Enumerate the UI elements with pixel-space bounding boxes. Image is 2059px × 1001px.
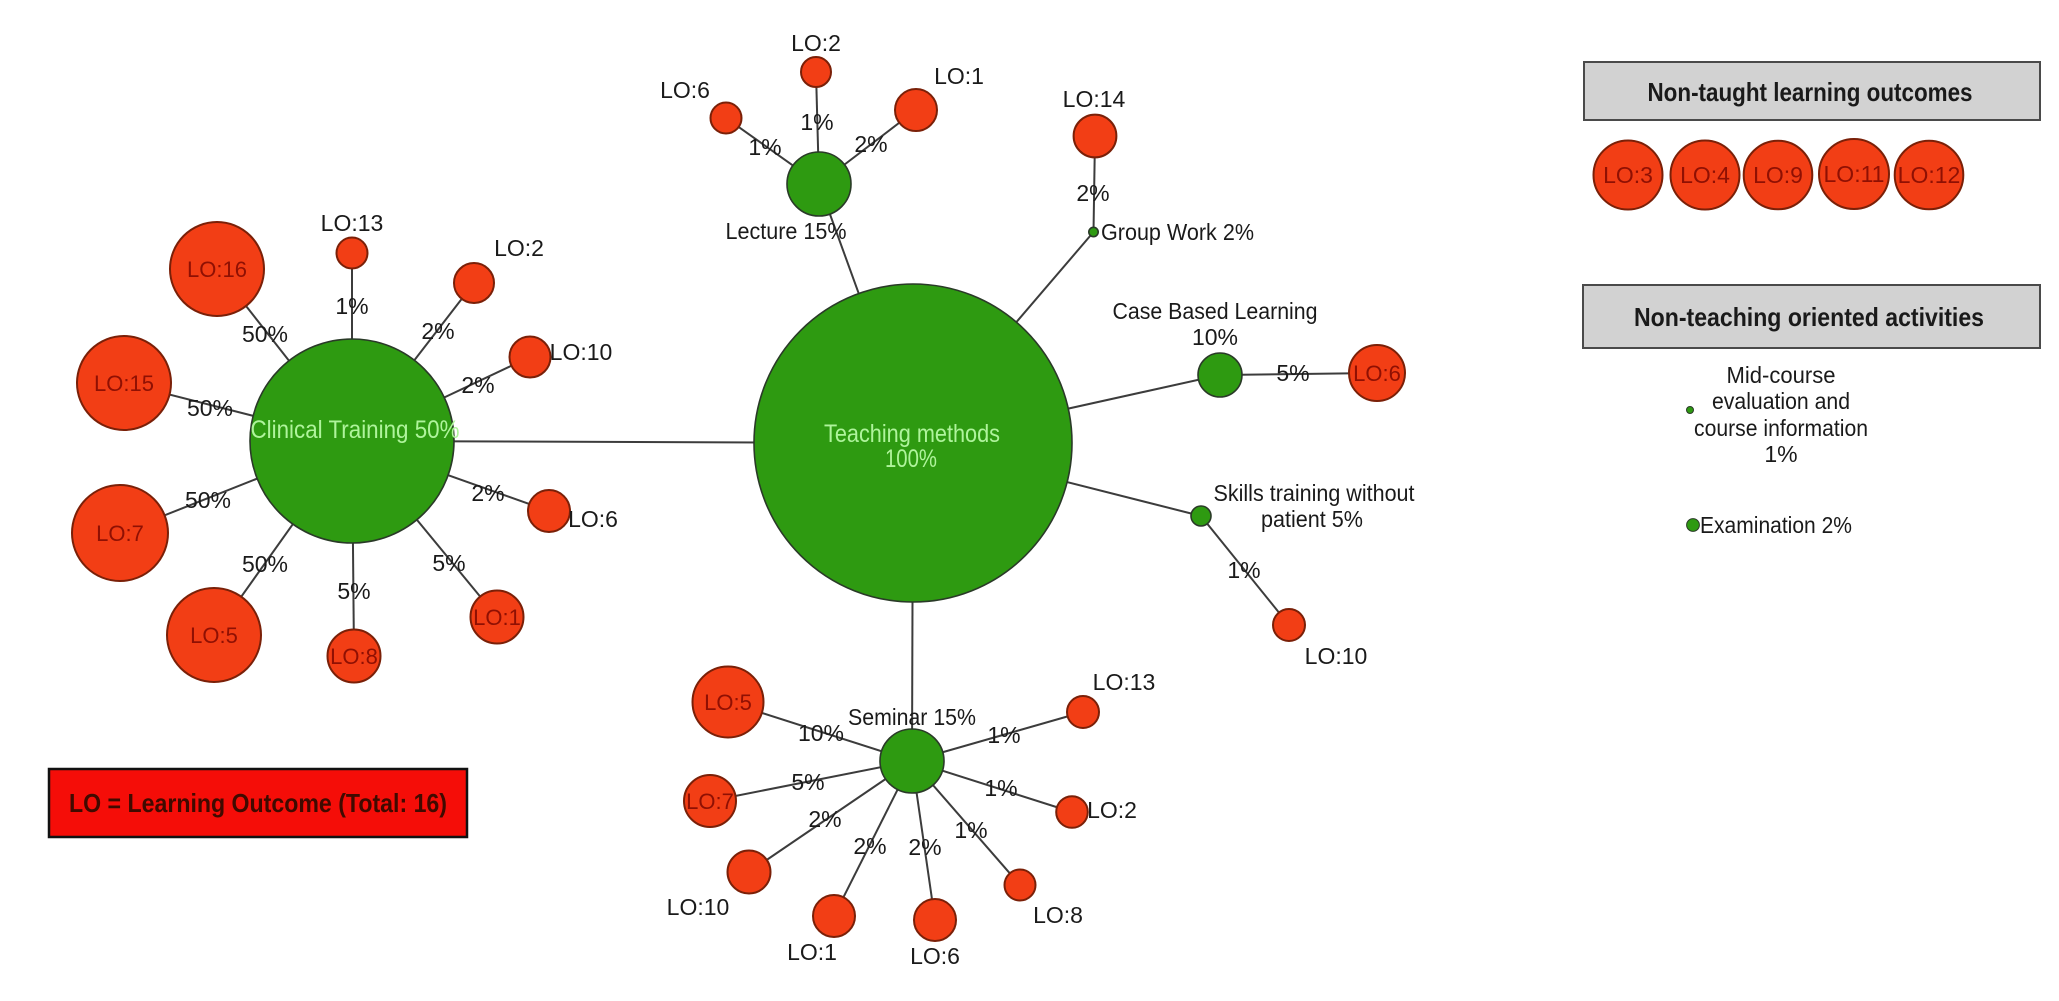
- svg-text:2%: 2%: [908, 834, 941, 860]
- svg-text:LO:6: LO:6: [660, 77, 710, 103]
- svg-text:2%: 2%: [471, 480, 504, 506]
- svg-text:LO:5: LO:5: [704, 690, 752, 715]
- svg-text:LO:2: LO:2: [494, 235, 544, 261]
- svg-text:2%: 2%: [853, 833, 886, 859]
- svg-text:100%: 100%: [885, 445, 937, 473]
- svg-text:evaluation and: evaluation and: [1712, 388, 1850, 414]
- svg-text:Non-taught learning outcomes: Non-taught learning outcomes: [1648, 77, 1973, 107]
- svg-text:50%: 50%: [242, 551, 288, 577]
- svg-text:Clinical Training 50%: Clinical Training 50%: [251, 416, 460, 444]
- svg-text:LO:6: LO:6: [568, 506, 618, 532]
- svg-text:5%: 5%: [791, 769, 824, 795]
- svg-text:LO:14: LO:14: [1063, 86, 1126, 112]
- svg-text:50%: 50%: [242, 321, 288, 347]
- svg-text:LO:1: LO:1: [934, 63, 984, 89]
- svg-text:LO:16: LO:16: [187, 257, 247, 282]
- svg-text:5%: 5%: [1276, 360, 1309, 386]
- svg-text:LO:3: LO:3: [1603, 162, 1653, 188]
- svg-text:LO:8: LO:8: [330, 644, 378, 669]
- svg-text:1%: 1%: [1227, 557, 1260, 583]
- svg-text:Non-teaching oriented activiti: Non-teaching oriented activities: [1634, 302, 1984, 332]
- svg-text:1%: 1%: [954, 817, 987, 843]
- svg-text:LO:7: LO:7: [96, 521, 144, 546]
- svg-text:Teaching methods: Teaching methods: [824, 420, 1000, 448]
- svg-text:LO:10: LO:10: [550, 339, 613, 365]
- svg-text:LO:12: LO:12: [1898, 162, 1961, 188]
- svg-text:Group Work 2%: Group Work 2%: [1101, 219, 1254, 245]
- svg-text:LO:10: LO:10: [667, 894, 730, 920]
- svg-text:1%: 1%: [335, 293, 368, 319]
- svg-text:5%: 5%: [337, 578, 370, 604]
- svg-text:50%: 50%: [185, 487, 231, 513]
- svg-text:1%: 1%: [987, 722, 1020, 748]
- svg-text:LO:7: LO:7: [686, 789, 734, 814]
- svg-text:LO:10: LO:10: [1305, 643, 1368, 669]
- svg-text:LO:11: LO:11: [1824, 161, 1885, 187]
- svg-text:LO:6: LO:6: [1353, 361, 1401, 386]
- svg-text:2%: 2%: [854, 131, 887, 157]
- svg-text:LO:5: LO:5: [190, 623, 238, 648]
- svg-text:1%: 1%: [800, 109, 833, 135]
- svg-text:Case Based Learning: Case Based Learning: [1113, 298, 1318, 324]
- svg-text:LO:8: LO:8: [1033, 902, 1083, 928]
- svg-text:course information: course information: [1694, 415, 1868, 441]
- svg-text:LO:1: LO:1: [473, 605, 521, 630]
- svg-text:50%: 50%: [187, 395, 233, 421]
- svg-text:Examination 2%: Examination 2%: [1700, 512, 1852, 538]
- svg-text:LO:13: LO:13: [1093, 669, 1156, 695]
- svg-text:1%: 1%: [984, 775, 1017, 801]
- svg-text:1%: 1%: [1764, 441, 1797, 467]
- svg-text:LO:4: LO:4: [1680, 162, 1730, 188]
- svg-text:LO:6: LO:6: [910, 943, 960, 969]
- svg-text:LO:15: LO:15: [94, 371, 154, 396]
- svg-text:10%: 10%: [798, 720, 844, 746]
- svg-text:2%: 2%: [461, 372, 494, 398]
- svg-text:Skills training without: Skills training without: [1214, 480, 1416, 506]
- svg-text:5%: 5%: [432, 550, 465, 576]
- svg-text:LO = Learning Outcome (Total:: LO = Learning Outcome (Total: 16): [69, 788, 447, 818]
- svg-text:Lecture 15%: Lecture 15%: [726, 218, 847, 244]
- svg-text:2%: 2%: [421, 318, 454, 344]
- svg-text:Mid-course: Mid-course: [1727, 362, 1836, 388]
- svg-text:1%: 1%: [748, 134, 781, 160]
- svg-text:10%: 10%: [1192, 324, 1238, 350]
- svg-text:LO:2: LO:2: [1087, 797, 1137, 823]
- svg-text:patient 5%: patient 5%: [1261, 506, 1363, 532]
- svg-text:2%: 2%: [808, 806, 841, 832]
- svg-text:2%: 2%: [1076, 180, 1109, 206]
- svg-text:LO:2: LO:2: [791, 30, 841, 56]
- svg-text:Seminar 15%: Seminar 15%: [848, 704, 976, 730]
- svg-text:LO:1: LO:1: [787, 939, 837, 965]
- svg-text:LO:9: LO:9: [1753, 162, 1803, 188]
- svg-text:LO:13: LO:13: [321, 210, 384, 236]
